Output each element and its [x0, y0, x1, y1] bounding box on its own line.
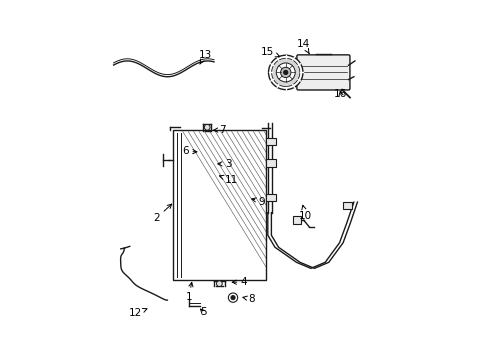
Circle shape	[276, 63, 295, 82]
Bar	[265, 159, 276, 167]
Circle shape	[228, 293, 237, 302]
Text: 13: 13	[198, 50, 211, 64]
Circle shape	[230, 296, 235, 300]
Text: 14: 14	[296, 40, 310, 54]
Text: 2: 2	[153, 204, 171, 222]
Text: 10: 10	[298, 205, 311, 221]
FancyBboxPatch shape	[296, 55, 349, 90]
Bar	[172, 130, 265, 280]
Text: 5: 5	[200, 307, 206, 317]
Text: 7: 7	[213, 125, 225, 135]
Text: 15: 15	[261, 46, 279, 57]
Text: 8: 8	[243, 294, 254, 304]
Circle shape	[271, 58, 299, 86]
Bar	[292, 216, 300, 225]
Text: 16: 16	[333, 89, 346, 99]
Circle shape	[283, 70, 287, 75]
Text: 6: 6	[182, 146, 197, 156]
Text: 11: 11	[219, 175, 238, 185]
Bar	[265, 194, 276, 201]
Circle shape	[268, 55, 303, 90]
Circle shape	[204, 125, 210, 130]
Text: 3: 3	[218, 159, 231, 169]
Text: 4: 4	[232, 277, 247, 287]
Text: 12: 12	[129, 309, 147, 318]
Circle shape	[216, 281, 222, 287]
Bar	[265, 138, 276, 145]
Text: 9: 9	[251, 197, 265, 207]
Circle shape	[280, 67, 290, 78]
Text: 1: 1	[185, 282, 193, 302]
Bar	[343, 202, 351, 209]
